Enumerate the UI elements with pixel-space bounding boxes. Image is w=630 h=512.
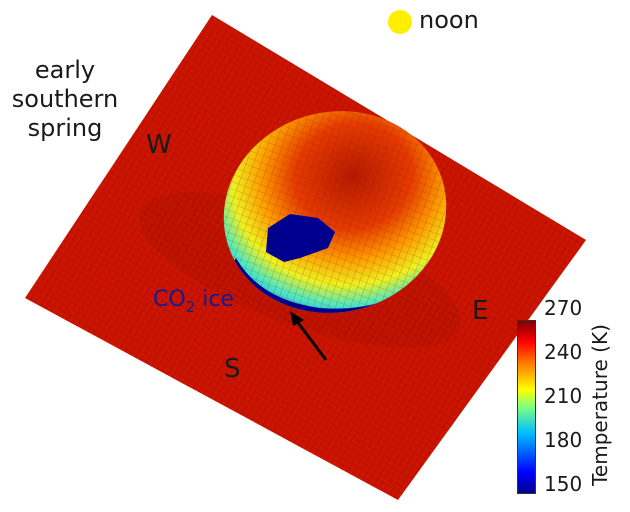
- season-line-3: spring: [27, 114, 103, 142]
- colorbar-tick-240: 240: [544, 340, 583, 364]
- sun-icon: [388, 10, 412, 34]
- co2-subscript: 2: [185, 298, 196, 316]
- arrow: [294, 319, 328, 361]
- co2-ice-patch: [266, 214, 335, 262]
- season-label: early southern spring: [0, 56, 130, 143]
- colorbar-tick-180: 180: [544, 428, 583, 452]
- south-label: S: [224, 354, 241, 384]
- colorbar-tick-270: 270: [544, 296, 583, 320]
- co2-prefix: CO: [153, 287, 186, 312]
- colorbar-tick-210: 210: [544, 384, 583, 408]
- co2-suffix: ice: [195, 287, 234, 312]
- colorbar: [517, 320, 536, 494]
- colorbar-tick-150: 150: [544, 472, 583, 496]
- west-label: W: [146, 130, 172, 160]
- east-label: E: [472, 296, 489, 326]
- noon-label: noon: [419, 6, 479, 34]
- season-line-1: early: [34, 56, 96, 84]
- season-line-2: southern: [11, 85, 119, 113]
- colorbar-title: Temperature (K): [588, 324, 612, 486]
- co2-ice-label: CO2 ice: [153, 287, 234, 316]
